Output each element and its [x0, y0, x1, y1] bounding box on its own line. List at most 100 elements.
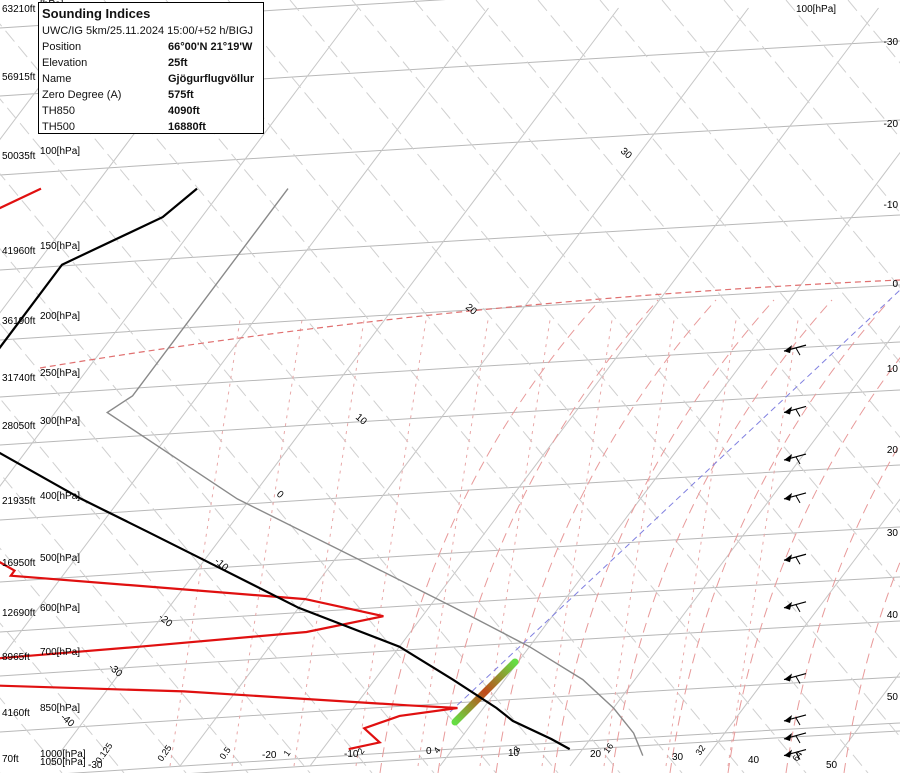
- isotherm-line: [0, 7, 489, 661]
- bottom-temperature-label: 20: [590, 749, 602, 760]
- info-label: TH850: [42, 105, 76, 117]
- wind-barb: [783, 453, 807, 465]
- sounding-indices-box: Sounding Indices UWC/IG 5km/25.11.2024 1…: [38, 2, 264, 134]
- pressure-label: 250[hPa]: [40, 368, 80, 379]
- isobar-line: [0, 214, 900, 271]
- moist-adiabat-line: [611, 299, 833, 773]
- altitude-label: 31740ft: [2, 373, 36, 384]
- dry-adiabat-line: [227, 0, 869, 773]
- bottom-temperature-label: -30: [88, 760, 103, 771]
- isotherm-line: [439, 151, 900, 767]
- pressure-label: 1000[hPa]: [40, 749, 86, 760]
- info-value: Gjögurflugvöllur: [168, 73, 255, 85]
- isotherm-label: 30: [618, 146, 634, 162]
- bottom-temperature-label: -10: [344, 749, 359, 760]
- parcel-line: [105, 188, 644, 756]
- right-axis-label: 40: [887, 610, 899, 621]
- isobar-line: [0, 620, 900, 677]
- moist-adiabat-line: [495, 299, 717, 773]
- dry-adiabat-line: [0, 173, 497, 773]
- altitude-label: 8965ft: [2, 652, 30, 663]
- trend-line: [449, 289, 900, 713]
- temperature-line: [0, 187, 571, 751]
- altitude-label: 4160ft: [2, 708, 30, 719]
- isotherm-label: -30: [106, 662, 124, 680]
- mixing-ratio-label: 2: [355, 746, 366, 756]
- info-row-position: Position 66°00'N 21°19'W: [42, 41, 260, 55]
- altitude-label: 28050ft: [2, 421, 36, 432]
- dry-adiabat-line: [165, 0, 807, 773]
- isotherm-line: [699, 498, 900, 767]
- isotherm-line: [309, 7, 879, 767]
- mixing-ratio-label: 0.25: [155, 743, 173, 763]
- bottom-temperature-label: 50: [826, 760, 838, 771]
- isobar-line: [0, 341, 900, 398]
- info-value: 66°00'N 21°19'W: [168, 41, 253, 53]
- right-axis-label: 20: [887, 445, 899, 456]
- moist-adiabat-line: [785, 443, 900, 773]
- pressure-label: 150[hPa]: [40, 241, 80, 252]
- dry-adiabat-line: [475, 0, 900, 513]
- dry-adiabat-line: [289, 0, 900, 738]
- altitude-label: 16950ft: [2, 558, 36, 569]
- isobar-line: [190, 730, 900, 773]
- altitude-label: 50035ft: [2, 151, 36, 162]
- info-value: 16880ft: [168, 121, 206, 133]
- isotherm-line: [49, 7, 619, 767]
- pressure-label: 700[hPa]: [40, 647, 80, 658]
- isotherm-line: [0, 7, 359, 487]
- altitude-label: 12690ft: [2, 608, 36, 619]
- dry-adiabat-line: [0, 248, 435, 773]
- altitude-label: 63210ft: [2, 4, 36, 15]
- dry-adiabat-line: [847, 0, 900, 64]
- right-axis-label: -30: [884, 37, 899, 48]
- dry-adiabat-line: [537, 0, 900, 439]
- isotherm-line: [0, 7, 229, 314]
- pressure-label: 100[hPa]: [40, 146, 80, 157]
- right-axis-label: 50: [887, 692, 899, 703]
- info-value: 25ft: [168, 57, 188, 69]
- bottom-temperature-label: 0: [426, 746, 432, 757]
- isotherm-line: [0, 7, 99, 141]
- info-label: Position: [42, 41, 82, 53]
- wind-barb: [783, 344, 807, 356]
- pressure-label: 200[hPa]: [40, 311, 80, 322]
- zero-isotherm-line: [39, 279, 900, 369]
- mixing-ratio-label: 32: [693, 743, 707, 757]
- pressure-label: 850[hPa]: [40, 703, 80, 714]
- top-right-pressure-label: 100[hPa]: [796, 4, 836, 15]
- dry-adiabat-line: [723, 0, 900, 214]
- isotherm-label: 20: [463, 302, 479, 318]
- info-label: Elevation: [42, 57, 88, 69]
- dry-adiabat-line: [0, 98, 559, 773]
- moist-adiabat-line: [553, 299, 775, 773]
- info-row-zero-degree: Zero Degree (A) 575ft: [42, 89, 260, 103]
- isobar-line: [0, 464, 900, 521]
- wind-barb: [783, 601, 807, 613]
- moist-adiabat-line: [727, 357, 900, 773]
- isotherm-label: 0: [274, 489, 286, 501]
- mixing-ratio-line: [355, 319, 427, 767]
- info-label: Name: [42, 73, 72, 85]
- isotherm-line: [179, 7, 749, 767]
- wind-barb: [783, 714, 807, 726]
- pressure-label: 300[hPa]: [40, 416, 80, 427]
- isobar-line: [0, 119, 900, 176]
- wind-barb: [783, 553, 807, 565]
- mixing-ratio-line: [603, 319, 675, 767]
- mixing-ratio-line: [665, 319, 737, 767]
- dry-adiabat-line: [351, 0, 900, 663]
- wind-barb: [783, 749, 807, 760]
- info-subtitle: UWC/IG 5km/25.11.2024 15:00/+52 h/BIGJ: [42, 25, 254, 37]
- bottom-temperature-label: 30: [672, 752, 684, 763]
- info-row-name: Name Gjögurflugvöllur: [42, 73, 260, 87]
- wind-barb: [783, 732, 807, 744]
- dry-adiabat-line: [785, 0, 900, 139]
- mixing-ratio-label: 4: [431, 745, 442, 755]
- mixing-ratio-line: [479, 319, 551, 767]
- isobar-line: [0, 576, 900, 633]
- info-value: 575ft: [168, 89, 194, 101]
- info-label: Zero Degree (A): [42, 89, 122, 101]
